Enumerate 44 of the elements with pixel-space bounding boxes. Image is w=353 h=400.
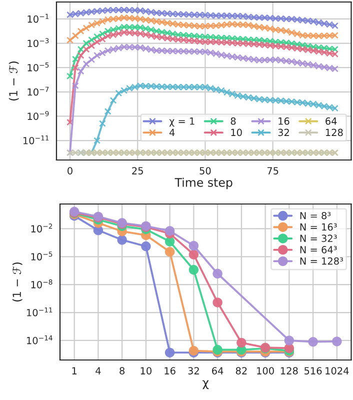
x-tick-label: 10 [140, 367, 152, 374]
y-tick-label: 10$^{−3}$ [28, 38, 49, 48]
y-tick-label: 10$^{−2}$ [31, 224, 52, 232]
y-tick-label: 10$^{−1}$ [28, 14, 49, 23]
x-tick-label: 16 [164, 367, 176, 374]
y-tick-label: 10$^{−5}$ [31, 252, 52, 260]
y-tick-label: 10$^{−11}$ [23, 135, 49, 144]
legend-label: N = 128³ [300, 257, 343, 265]
x-tick-label: 0 [68, 167, 72, 174]
legend-label: N = 8³ [300, 212, 331, 220]
x-tick-label: 50 [200, 167, 211, 174]
x-tick-label: 4 [96, 367, 101, 374]
y-axis-title: (1 − ℱ) [12, 262, 22, 302]
x-axis-title: Time step [174, 178, 232, 190]
legend-label: N = 16³ [300, 223, 337, 231]
legend-label: 128 [326, 128, 343, 136]
x-tick-label: 100 [257, 367, 274, 374]
legend-label: 16 [278, 117, 290, 125]
legend-label: N = 32³ [300, 234, 337, 242]
x-tick-label: 32 [188, 367, 199, 374]
y-tick-label: 10$^{−9}$ [28, 111, 49, 120]
y-axis-title: (1 − ℱ) [8, 62, 19, 100]
x-tick-label: 64 [212, 367, 224, 374]
x-tick-label: 1 [72, 367, 77, 374]
legend-label: 4 [170, 128, 175, 136]
x-tick-label: 82 [236, 367, 247, 374]
legend-label: χ = 1 [169, 118, 194, 127]
x-tick-label: 8 [120, 367, 124, 374]
y-tick-label: 10$^{−8}$ [31, 279, 52, 288]
legend-label: 10 [231, 128, 242, 136]
legend-label: N = 64³ [300, 246, 337, 254]
legend-label: 32 [278, 128, 289, 136]
legend-label: 8 [230, 117, 236, 125]
legend-label: 64 [326, 117, 337, 125]
x-tick-label: 128 [280, 367, 298, 374]
x-axis-title: χ [202, 380, 209, 390]
y-tick-label: 10$^{−11}$ [27, 307, 52, 316]
y-tick-label: 10$^{−5}$ [28, 62, 49, 72]
x-tick-label: 516 [304, 367, 322, 374]
y-tick-label: 10$^{−14}$ [27, 335, 52, 344]
x-tick-label: 75 [267, 167, 278, 174]
x-tick-label: 1024 [326, 367, 349, 374]
y-tick-label: 10$^{−7}$ [28, 86, 49, 96]
x-tick-label: 25 [132, 167, 143, 174]
